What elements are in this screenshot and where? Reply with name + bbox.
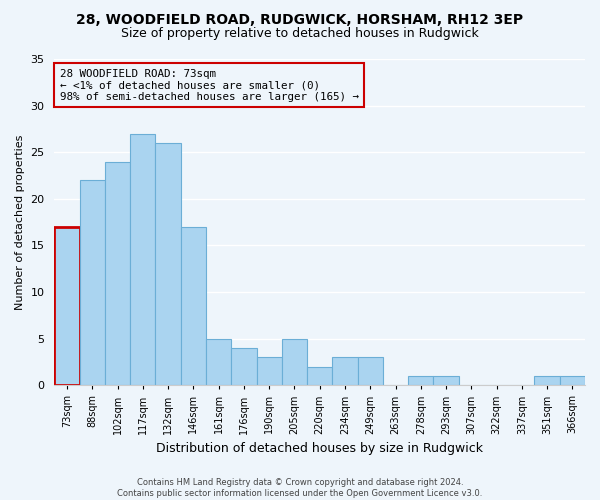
Bar bbox=[282, 338, 307, 386]
Bar bbox=[206, 338, 231, 386]
Bar bbox=[307, 366, 332, 386]
Bar bbox=[130, 134, 155, 386]
Bar bbox=[181, 227, 206, 386]
Text: 28 WOODFIELD ROAD: 73sqm
← <1% of detached houses are smaller (0)
98% of semi-de: 28 WOODFIELD ROAD: 73sqm ← <1% of detach… bbox=[60, 69, 359, 102]
Bar bbox=[80, 180, 105, 386]
Bar bbox=[433, 376, 458, 386]
Bar bbox=[155, 143, 181, 386]
Bar bbox=[257, 358, 282, 386]
Bar bbox=[358, 358, 383, 386]
Bar bbox=[55, 227, 80, 386]
Bar bbox=[231, 348, 257, 386]
Text: Contains HM Land Registry data © Crown copyright and database right 2024.
Contai: Contains HM Land Registry data © Crown c… bbox=[118, 478, 482, 498]
Bar bbox=[332, 358, 358, 386]
Bar bbox=[408, 376, 433, 386]
X-axis label: Distribution of detached houses by size in Rudgwick: Distribution of detached houses by size … bbox=[156, 442, 483, 455]
Y-axis label: Number of detached properties: Number of detached properties bbox=[15, 134, 25, 310]
Text: 28, WOODFIELD ROAD, RUDGWICK, HORSHAM, RH12 3EP: 28, WOODFIELD ROAD, RUDGWICK, HORSHAM, R… bbox=[76, 12, 524, 26]
Bar bbox=[535, 376, 560, 386]
Text: Size of property relative to detached houses in Rudgwick: Size of property relative to detached ho… bbox=[121, 28, 479, 40]
Bar bbox=[105, 162, 130, 386]
Bar bbox=[560, 376, 585, 386]
